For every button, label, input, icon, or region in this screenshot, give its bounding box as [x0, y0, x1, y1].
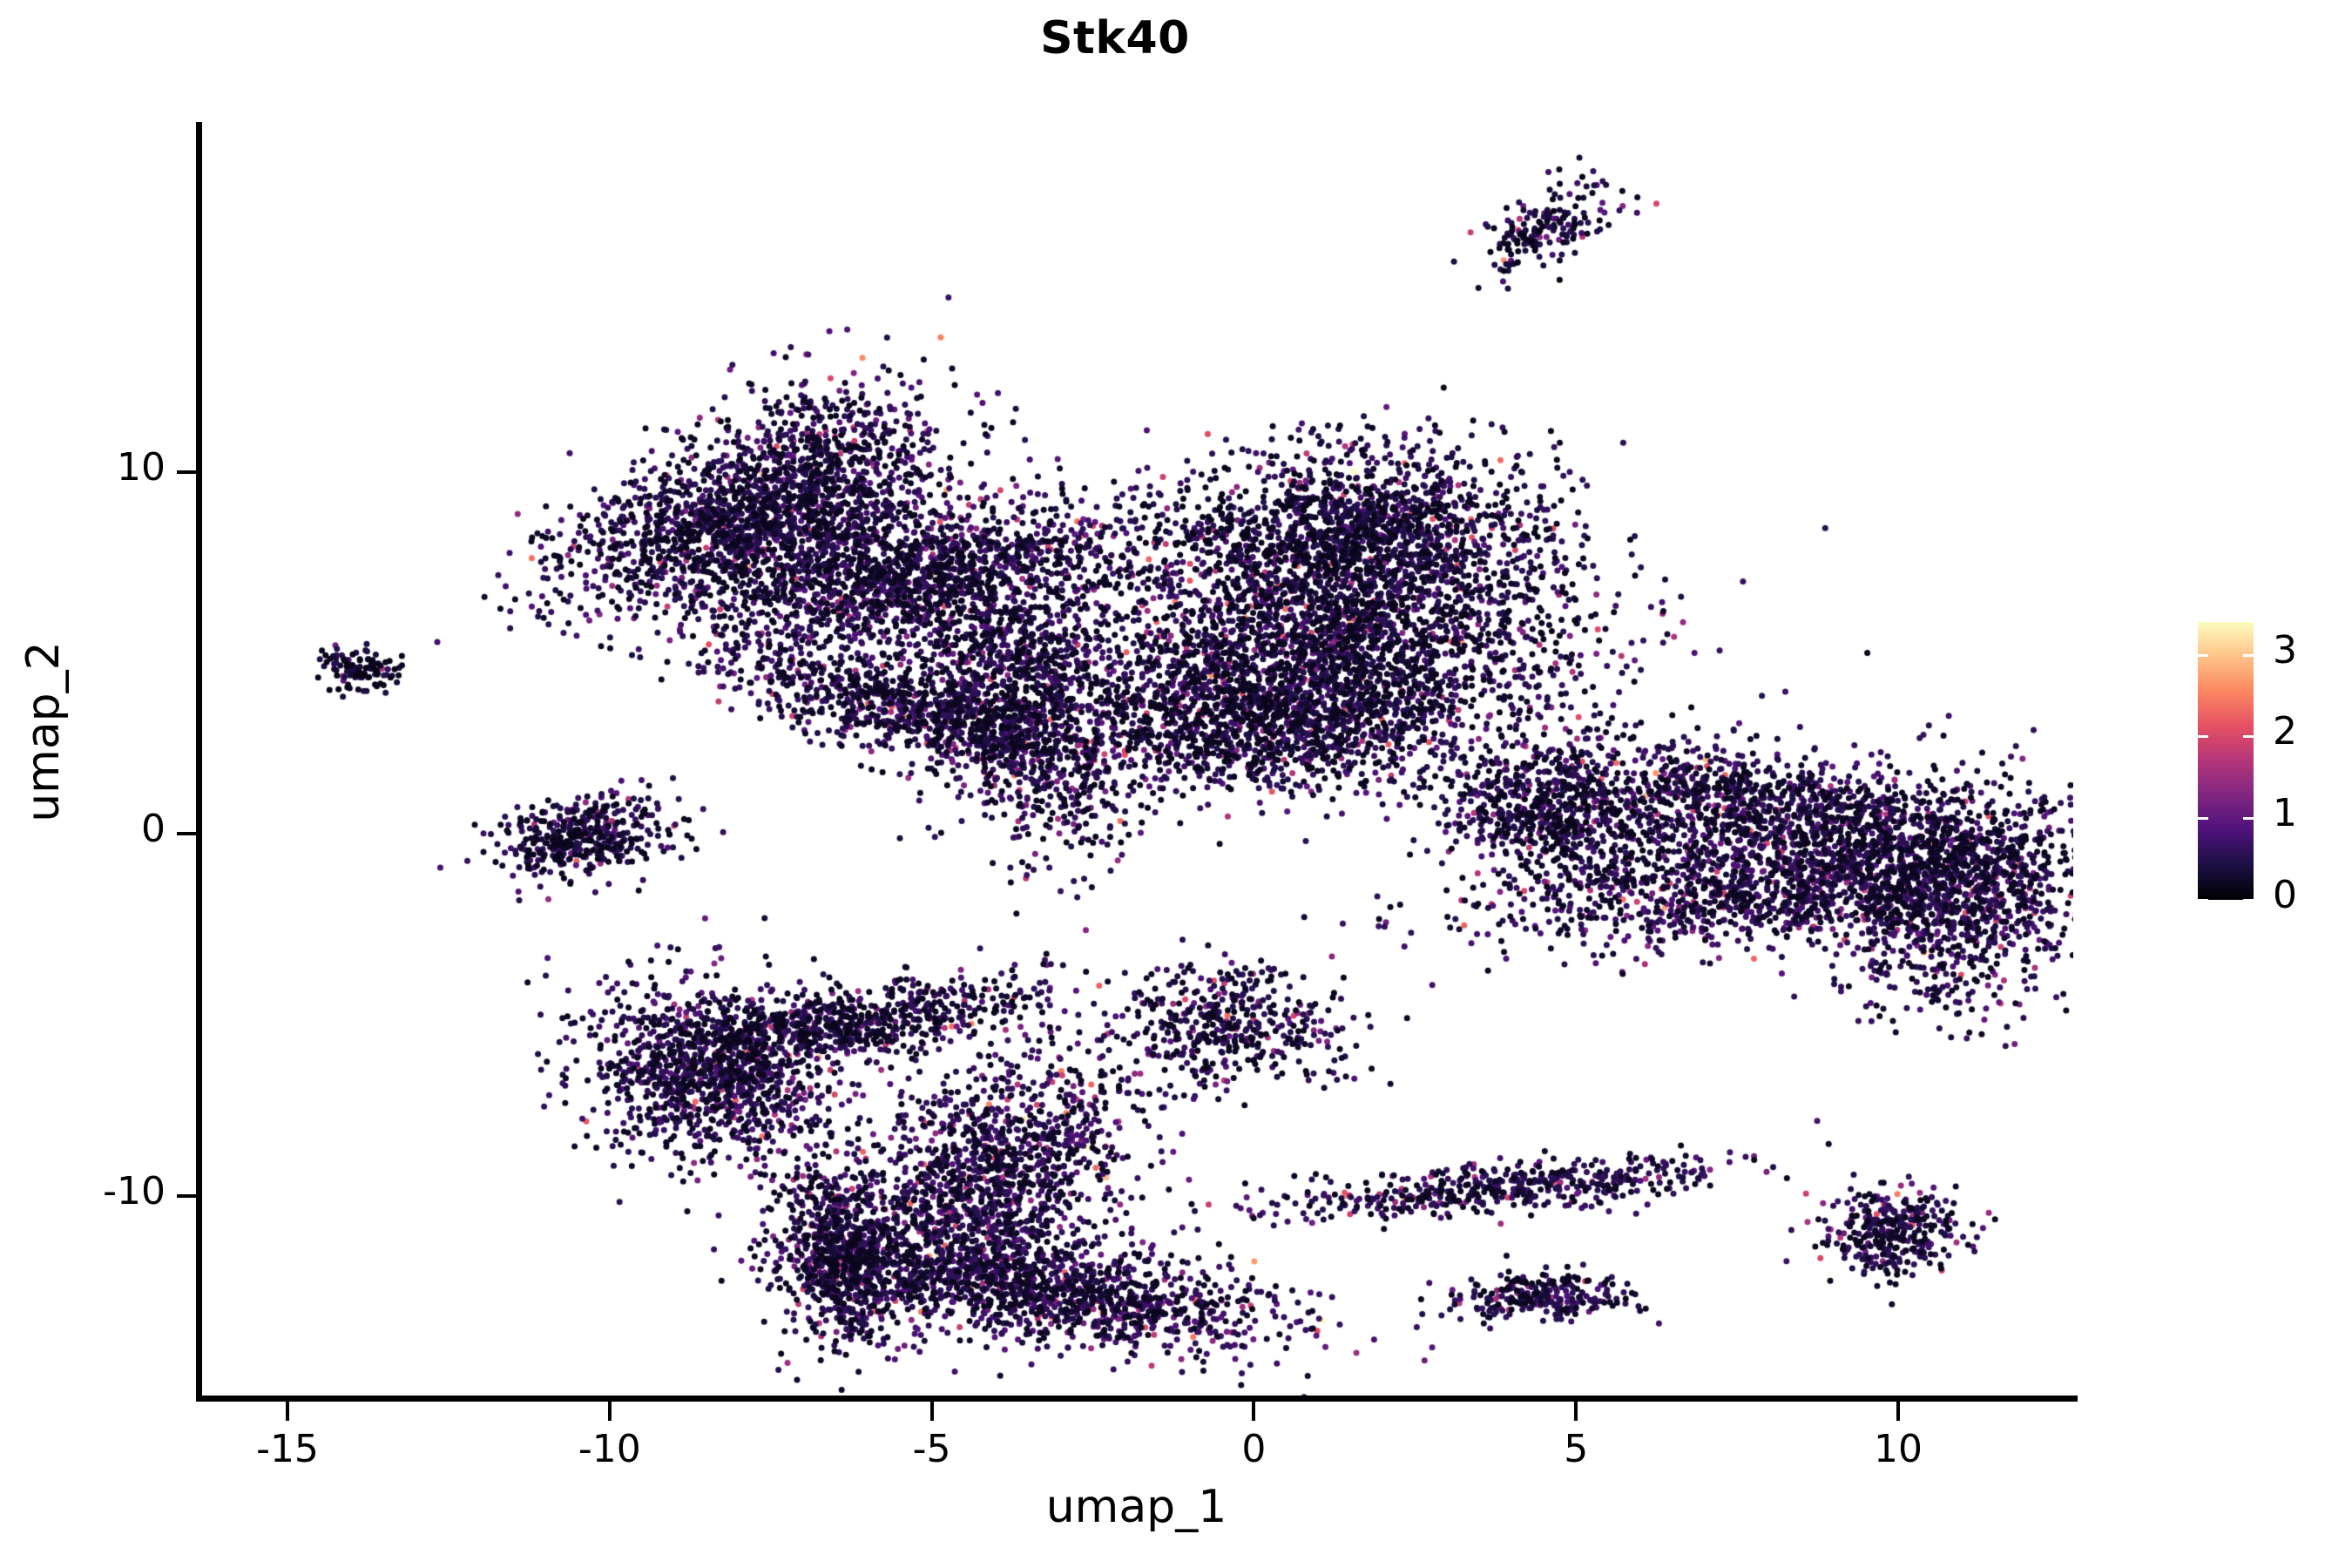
x-tick-label: 10: [1874, 1427, 1923, 1471]
y-tick-label: 0: [141, 807, 166, 851]
colorbar-tick-mark: [2198, 653, 2208, 657]
colorbar: 0 1 2 3: [2198, 622, 2346, 917]
colorbar-tick-mark: [2243, 899, 2254, 902]
y-tick-mark: [177, 470, 196, 474]
y-tick-mark: [177, 1193, 196, 1198]
y-axis-label: umap_2: [17, 641, 70, 822]
x-tick-label: -15: [256, 1427, 319, 1471]
colorbar-tick-mark: [2243, 653, 2254, 657]
scatter-points-canvas: [199, 122, 2073, 1398]
colorbar-tick-label: 1: [2273, 791, 2297, 836]
page-title: Stk40: [1040, 12, 1190, 64]
colorbar-tick-mark: [2243, 817, 2254, 821]
y-tick-mark: [177, 832, 196, 835]
y-tick-label: 10: [117, 444, 166, 490]
x-tick-label: 5: [1564, 1427, 1589, 1471]
x-axis-label: umap_1: [1045, 1481, 1227, 1533]
colorbar-tick-label: 2: [2273, 709, 2297, 754]
x-tick-label: -10: [578, 1427, 641, 1471]
x-tick-mark: [1896, 1402, 1900, 1421]
colorbar-tick-mark: [2198, 899, 2208, 902]
colorbar-tick-mark: [2198, 817, 2208, 821]
colorbar-tick-mark: [2243, 735, 2254, 739]
x-axis-spine: [196, 1396, 2078, 1402]
plot-axes-area: [199, 122, 2073, 1398]
y-axis-spine: [196, 122, 202, 1402]
x-tick-mark: [1252, 1402, 1256, 1421]
x-tick-label: 0: [1241, 1427, 1267, 1471]
y-tick-label: -10: [103, 1168, 166, 1213]
colorbar-tick-label: 0: [2273, 873, 2297, 917]
colorbar-gradient: [2198, 622, 2254, 900]
x-tick-mark: [607, 1402, 612, 1421]
colorbar-tick-mark: [2198, 735, 2208, 739]
x-tick-mark: [929, 1402, 934, 1421]
colorbar-tick-label: 3: [2273, 627, 2297, 672]
x-tick-mark: [1574, 1402, 1578, 1421]
x-tick-label: -5: [912, 1427, 951, 1471]
x-tick-mark: [286, 1402, 289, 1421]
